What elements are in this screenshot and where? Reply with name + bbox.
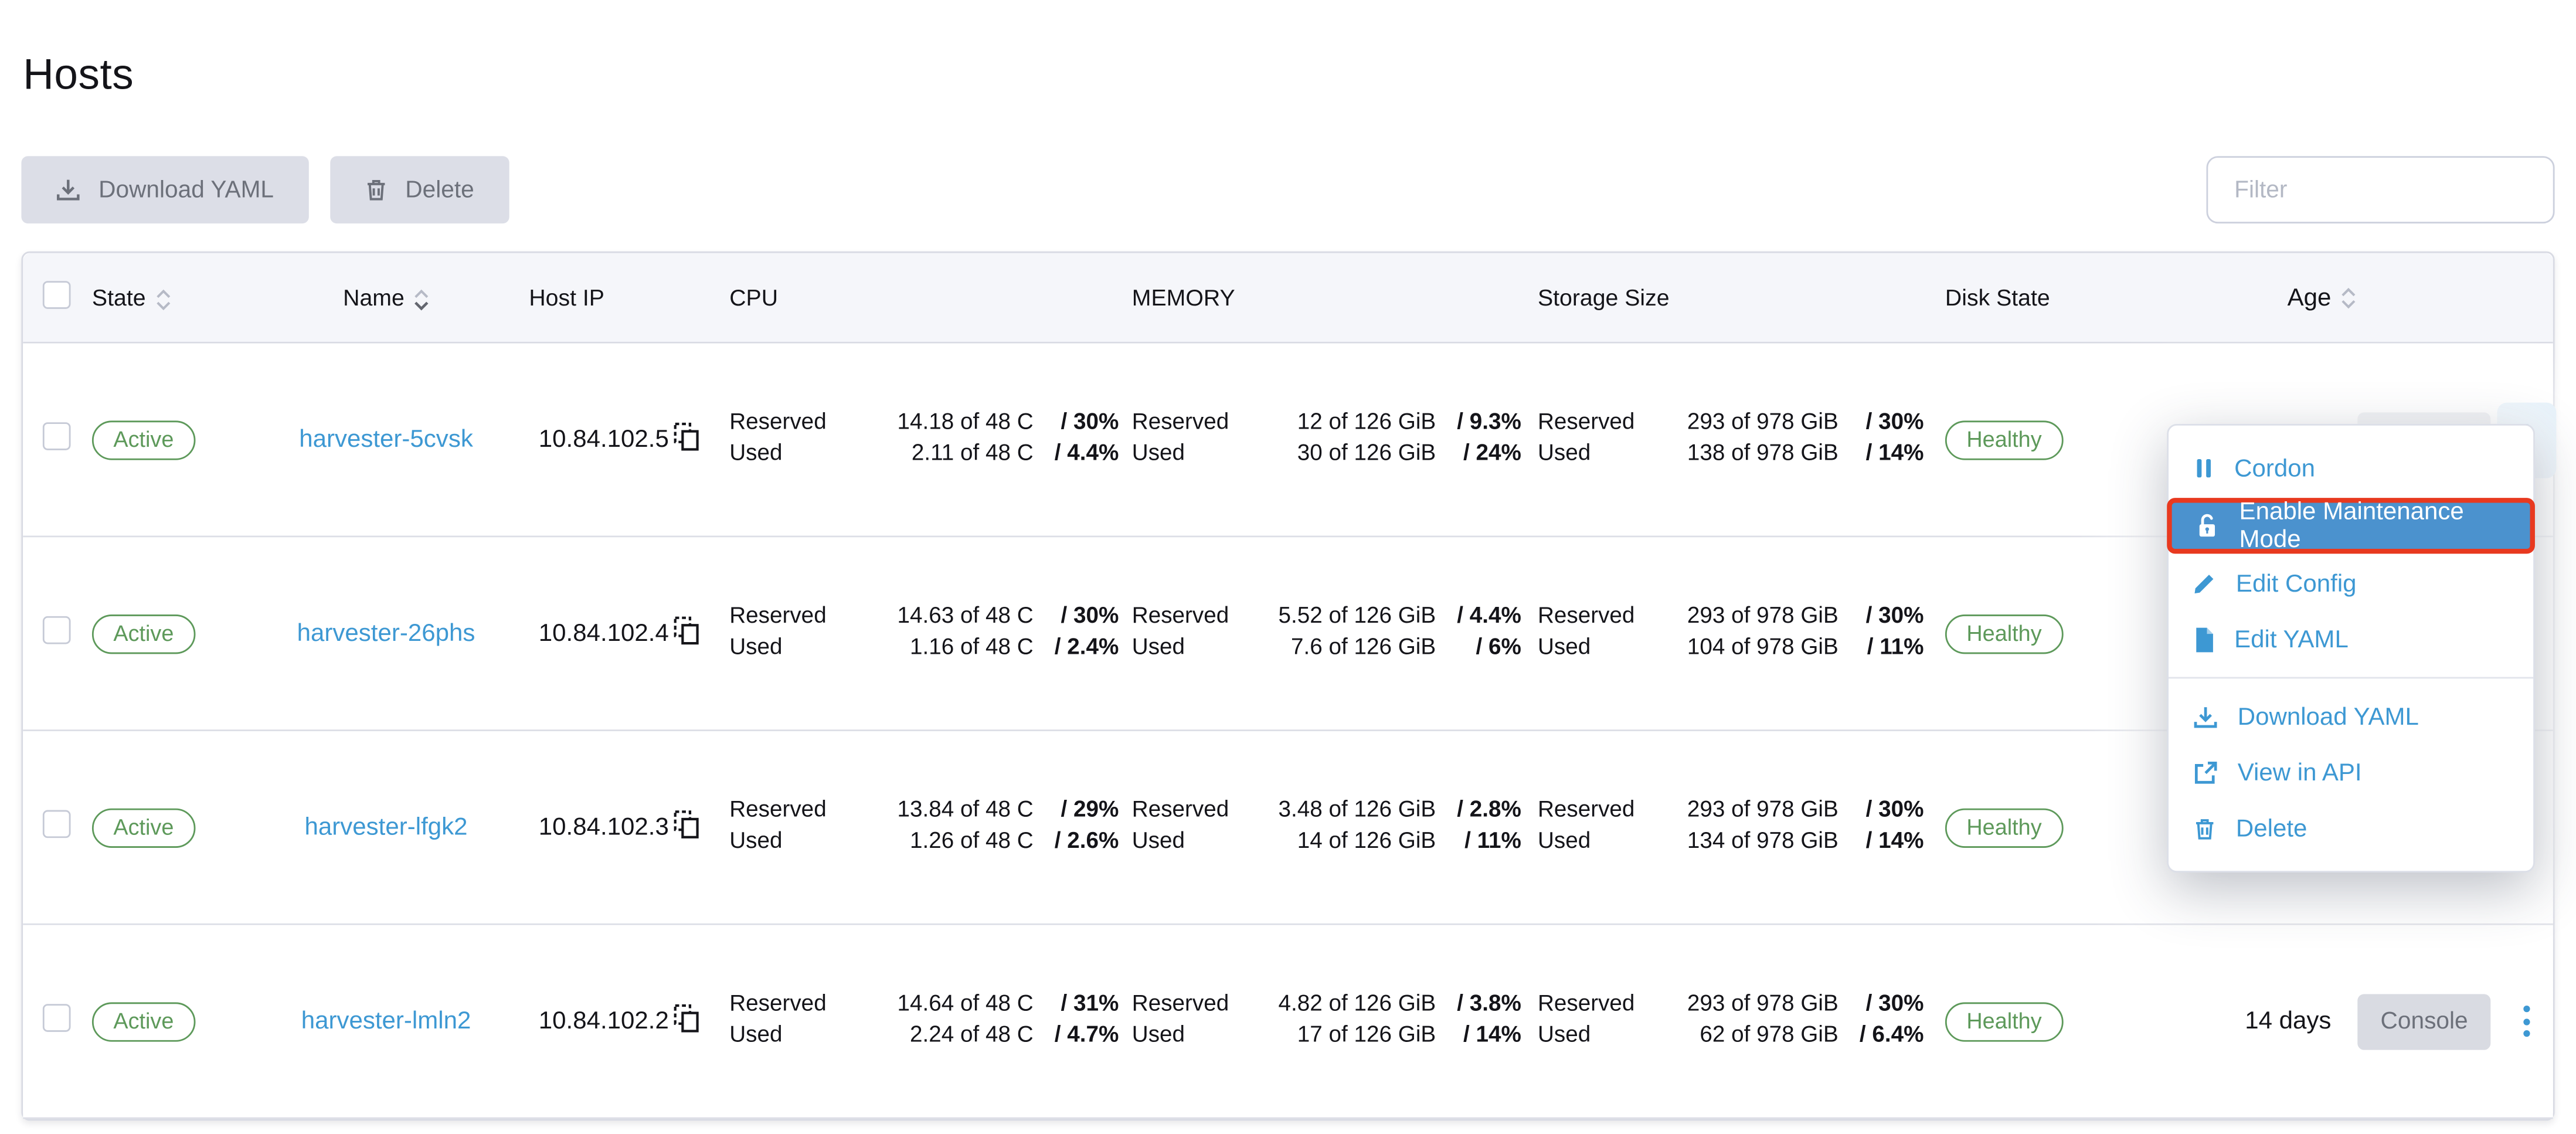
download-icon — [56, 178, 80, 202]
header-age[interactable]: Age — [2287, 283, 2332, 312]
sort-icon — [155, 289, 170, 310]
row-actions-kebab-icon[interactable] — [2497, 983, 2556, 1059]
filter-wrap — [2206, 156, 2555, 224]
memory-cell: Reserved 5.52 of 126 GiB/ 4.4% Used 7.6 of… — [1131, 602, 1521, 658]
copy-icon[interactable] — [674, 1003, 700, 1040]
pause-icon — [2193, 457, 2214, 480]
cpu-cell: Reserved 13.84 of 48 C/ 29% Used 1.26 of 4… — [729, 796, 1119, 852]
host-name-link[interactable]: harvester-26phs — [297, 619, 475, 647]
row-checkbox[interactable] — [42, 615, 71, 644]
cpu-cell: Reserved 14.18 of 48 C/ 30% Used 2.11 of 4… — [729, 408, 1119, 464]
select-all-checkbox[interactable] — [42, 281, 71, 309]
age-cell: 14 days — [2245, 1007, 2332, 1035]
table-header-row: State Name Host IP CPU MEMORY Storage Si… — [23, 253, 2553, 344]
trash-icon — [2193, 816, 2216, 840]
menu-divider — [2169, 677, 2534, 679]
copy-icon[interactable] — [674, 809, 700, 846]
status-badge: Active — [91, 419, 195, 460]
header-memory: MEMORY — [1131, 284, 1235, 311]
copy-icon[interactable] — [674, 422, 700, 458]
sort-icon — [414, 289, 429, 310]
cpu-cell: Reserved 14.63 of 48 C/ 30% Used 1.16 of 4… — [729, 602, 1119, 658]
host-name-link[interactable]: harvester-5cvsk — [299, 425, 473, 453]
status-badge: Active — [91, 613, 195, 653]
menu-item-delete[interactable]: Delete — [2169, 800, 2533, 856]
storage-cell: Reserved 293 of 978 GiB/ 30% Used 62 of 97… — [1537, 990, 1924, 1046]
hosts-table: State Name Host IP CPU MEMORY Storage Si… — [21, 251, 2557, 1121]
download-icon — [2193, 704, 2218, 729]
menu-item-edit-config[interactable]: Edit Config — [2169, 555, 2533, 611]
copy-icon[interactable] — [674, 615, 700, 651]
menu-item-view-in-api[interactable]: View in API — [2169, 744, 2533, 800]
console-button[interactable]: Console — [2357, 993, 2491, 1050]
memory-cell: Reserved 3.48 of 126 GiB/ 2.8% Used 14 of … — [1131, 796, 1521, 852]
header-storage-size: Storage Size — [1537, 284, 1670, 311]
delete-button[interactable]: Delete — [329, 156, 509, 224]
disk-state-badge: Healthy — [1945, 419, 2064, 460]
unlock-icon — [2195, 512, 2220, 539]
external-link-icon — [2193, 760, 2218, 785]
trash-icon — [364, 178, 387, 202]
host-ip: 10.84.102.3 — [538, 813, 669, 841]
host-name-link[interactable]: harvester-lmln2 — [301, 1006, 471, 1035]
table-row: Active harvester-lmln2 10.84.102.2 Reser… — [23, 925, 2553, 1119]
table-row: Active harvester-5cvsk 10.84.102.5 Reser… — [23, 343, 2557, 538]
status-badge: Active — [91, 807, 195, 847]
header-name[interactable]: Name — [263, 284, 509, 311]
download-yaml-button[interactable]: Download YAML — [21, 156, 308, 224]
menu-item-download-yaml[interactable]: Download YAML — [2169, 688, 2533, 744]
download-yaml-label: Download YAML — [98, 176, 274, 203]
cpu-cell: Reserved 14.64 of 48 C/ 31% Used 2.24 of 4… — [729, 990, 1119, 1046]
row-checkbox[interactable] — [42, 809, 71, 837]
storage-cell: Reserved 293 of 978 GiB/ 30% Used 104 of 9… — [1537, 602, 1924, 658]
header-state[interactable]: State — [92, 284, 263, 311]
memory-cell: Reserved 12 of 126 GiB/ 9.3% Used 30 of 12… — [1131, 408, 1521, 464]
host-ip: 10.84.102.4 — [538, 619, 669, 648]
disk-state-badge: Healthy — [1945, 613, 2064, 653]
filter-input[interactable] — [2206, 156, 2555, 224]
header-cpu: CPU — [729, 284, 779, 311]
file-icon — [2193, 627, 2214, 651]
toolbar: Download YAML Delete — [21, 156, 2555, 224]
host-ip: 10.84.102.5 — [538, 425, 669, 454]
header-disk-state: Disk State — [1945, 284, 2050, 311]
sort-icon — [2341, 287, 2356, 308]
status-badge: Active — [91, 1001, 195, 1041]
disk-state-badge: Healthy — [1945, 1001, 2064, 1041]
delete-label: Delete — [405, 176, 474, 203]
memory-cell: Reserved 4.82 of 126 GiB/ 3.8% Used 17 of … — [1131, 990, 1521, 1046]
storage-cell: Reserved 293 of 978 GiB/ 30% Used 134 of 9… — [1537, 796, 1924, 852]
table-row: Active harvester-lfgk2 10.84.102.3 Reser… — [23, 731, 2553, 925]
header-host-ip: Host IP — [529, 284, 604, 311]
menu-item-edit-yaml[interactable]: Edit YAML — [2169, 611, 2533, 667]
menu-item-enable-maintenance-mode[interactable]: Enable Maintenance Mode — [2167, 498, 2535, 554]
row-checkbox[interactable] — [42, 1003, 71, 1031]
page-title: Hosts — [23, 49, 134, 99]
row-actions-context-menu: Cordon Enable Maintenance Mode Edit Conf… — [2167, 423, 2535, 873]
row-checkbox[interactable] — [42, 421, 71, 450]
host-ip: 10.84.102.2 — [538, 1007, 669, 1035]
storage-cell: Reserved 293 of 978 GiB/ 30% Used 138 of 9… — [1537, 408, 1924, 464]
disk-state-badge: Healthy — [1945, 807, 2064, 847]
pencil-icon — [2193, 572, 2216, 595]
host-name-link[interactable]: harvester-lfgk2 — [304, 812, 468, 841]
menu-item-cordon[interactable]: Cordon — [2169, 440, 2533, 496]
